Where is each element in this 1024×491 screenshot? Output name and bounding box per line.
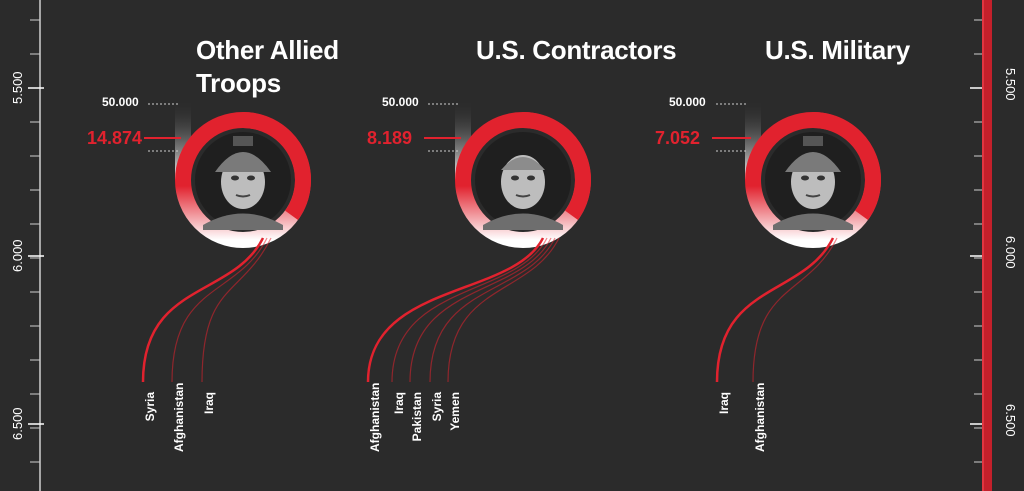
helmet-mount (233, 136, 253, 146)
soldier-helmet-icon (773, 136, 853, 230)
panel-title-line-2: Troops (196, 68, 281, 98)
panel-title-line-1: U.S. Military (765, 35, 910, 65)
panel-value-label: 14.874 (87, 128, 143, 148)
country-thread (171, 237, 268, 383)
country-thread (366, 237, 545, 383)
country-label: Afghanistan (753, 382, 767, 452)
reference-value-label: 50.000 (102, 95, 139, 109)
shoulders (483, 213, 563, 230)
contractor-man-icon (483, 155, 563, 230)
country-label: Iraq (392, 392, 406, 415)
left-axis-ticks (28, 19, 44, 463)
eye-left (231, 175, 239, 181)
eye-right (817, 175, 825, 181)
country-label: Pakistan (410, 392, 424, 442)
helmet (785, 152, 841, 172)
shoulders (773, 213, 853, 230)
right-axis-ticks (970, 19, 982, 463)
value-ring-arc (242, 112, 311, 220)
panel-value-label: 7.052 (655, 128, 701, 148)
country-thread (447, 237, 560, 383)
mouth (515, 194, 531, 198)
mouth (235, 194, 251, 198)
panel-title-line-1: Other Allied (196, 35, 339, 65)
shoulders (203, 213, 283, 230)
right-tick-label-1: 5.500 (1003, 68, 1018, 101)
reference-value-label: 50.000 (382, 95, 419, 109)
eye-left (801, 175, 809, 181)
helmet (215, 152, 271, 172)
eye-right (247, 175, 255, 181)
country-thread (391, 237, 548, 383)
eye-left (511, 175, 519, 181)
value-ring-arc (522, 112, 591, 220)
mouth (805, 194, 821, 198)
country-label: Iraq (202, 392, 216, 415)
hair (501, 157, 545, 170)
country-label: Afghanistan (172, 382, 186, 452)
country-label: Iraq (717, 392, 731, 415)
reference-value-label: 50.000 (669, 95, 706, 109)
right-scale-bar (982, 0, 992, 491)
country-thread (201, 237, 272, 383)
country-label: Syria (143, 392, 157, 422)
country-thread (141, 237, 265, 383)
panel-value-label: 8.189 (367, 128, 413, 148)
right-tick-label-2: 6.000 (1003, 236, 1018, 269)
panel-3 (712, 100, 881, 383)
country-label: Afghanistan (368, 382, 382, 452)
country-label: Yemen (448, 392, 462, 431)
left-tick-label-3: 6.500 (10, 407, 25, 440)
panel-2 (366, 100, 591, 383)
right-tick-label-3: 6.500 (1003, 404, 1018, 437)
country-thread (752, 237, 838, 383)
left-tick-label-1: 5.500 (10, 71, 25, 104)
helmet-mount (803, 136, 823, 146)
eye-right (527, 175, 535, 181)
country-label: Syria (430, 392, 444, 422)
country-thread (429, 237, 556, 383)
country-thread (409, 237, 552, 383)
panel-1 (141, 100, 311, 383)
soldier-with-headset-icon (203, 136, 283, 230)
country-thread (715, 237, 835, 383)
panel-title-line-1: U.S. Contractors (476, 35, 677, 65)
left-tick-label-2: 6.000 (10, 239, 25, 272)
panels-group (141, 100, 881, 383)
value-ring-arc (812, 112, 881, 220)
